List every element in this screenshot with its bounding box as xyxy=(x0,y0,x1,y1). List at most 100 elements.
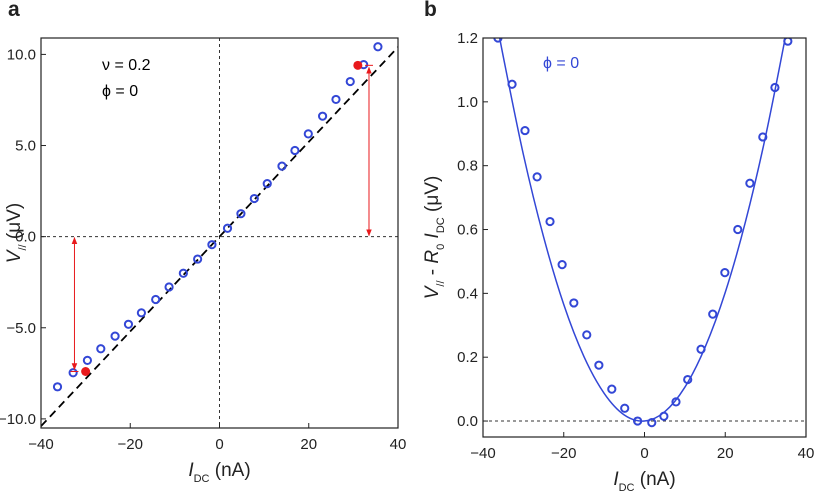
data-point xyxy=(507,79,517,89)
data-point xyxy=(607,384,617,394)
y-tick-label: 0.8 xyxy=(457,158,478,175)
data-point xyxy=(262,179,272,189)
data-point xyxy=(620,403,630,413)
axis-label: IDC (nA) xyxy=(613,469,675,494)
data-point xyxy=(249,193,259,204)
subscript: // xyxy=(435,280,447,287)
subscript: 0 xyxy=(435,244,447,250)
data-point xyxy=(520,125,530,136)
data-point xyxy=(557,260,567,270)
data-point xyxy=(123,319,134,329)
data-point xyxy=(733,224,743,235)
axis-label: V// (μV) xyxy=(4,203,29,263)
y-tick-label: 10.0 xyxy=(7,46,36,63)
x-tick-label: −40 xyxy=(470,445,495,462)
data-point xyxy=(331,94,341,105)
y-tick-label: 0.4 xyxy=(457,285,478,302)
data-point xyxy=(136,308,147,318)
x-tick-label: 0 xyxy=(215,436,223,453)
plot-area xyxy=(483,38,806,428)
data-point xyxy=(532,172,542,182)
subscript: DC xyxy=(619,482,635,494)
data-point xyxy=(110,331,120,341)
data-point xyxy=(96,344,106,354)
y-tick-label: 0.6 xyxy=(457,222,478,239)
data-point xyxy=(193,254,203,264)
data-point xyxy=(633,416,643,426)
annotation: ν = 0.2 xyxy=(102,57,151,74)
label-part: I xyxy=(188,460,194,481)
data-point xyxy=(290,145,300,156)
label-part: (μV) xyxy=(422,176,443,218)
data-point xyxy=(720,268,730,278)
label-part: - xyxy=(422,264,443,281)
axis-label: V// - R0 IDC (μV) xyxy=(422,176,447,300)
data-point xyxy=(758,132,768,142)
data-point xyxy=(52,382,63,392)
axis-label: IDC (nA) xyxy=(188,460,250,485)
panel-label: a xyxy=(8,0,20,21)
data-point xyxy=(545,216,555,227)
data-point xyxy=(345,76,355,87)
y-tick-label: 1.2 xyxy=(457,30,478,47)
data-point xyxy=(151,294,161,305)
label-part: R xyxy=(422,250,443,264)
reference-line xyxy=(41,46,398,427)
panel-label: b xyxy=(424,0,437,21)
data-point xyxy=(68,368,78,378)
data-point xyxy=(671,397,681,407)
plot-area xyxy=(41,38,398,428)
data-point xyxy=(569,298,579,308)
y-tick-label: 5.0 xyxy=(15,138,36,155)
data-point xyxy=(277,161,287,171)
plot-frame xyxy=(482,37,807,438)
subscript: DC xyxy=(194,473,210,485)
data-point xyxy=(207,240,217,250)
x-tick-label: 40 xyxy=(798,445,815,462)
data-point xyxy=(594,360,604,370)
data-point xyxy=(236,209,246,219)
x-tick-label: 0 xyxy=(640,445,648,462)
subscript: DC xyxy=(435,217,447,233)
data-point xyxy=(783,38,793,46)
x-tick-label: 20 xyxy=(717,445,734,462)
x-tick-label: 20 xyxy=(300,436,317,453)
label-part: V xyxy=(4,248,25,263)
label-part: (nA) xyxy=(209,460,250,481)
data-point xyxy=(683,374,693,385)
label-part: I xyxy=(422,232,443,238)
label-part: (nA) xyxy=(634,469,675,490)
data-point xyxy=(164,282,174,292)
data-point xyxy=(82,355,93,365)
x-tick-label: −40 xyxy=(28,436,53,453)
annotation: ϕ = 0 xyxy=(102,83,138,100)
data-point xyxy=(303,129,313,139)
y-tick-label: −5.0 xyxy=(6,320,36,337)
label-part: V xyxy=(422,284,443,299)
y-tick-label: 1.0 xyxy=(457,94,478,111)
y-tick-label: 0.0 xyxy=(457,413,478,430)
data-point xyxy=(647,418,657,428)
data-point xyxy=(317,111,328,121)
data-point xyxy=(373,42,383,52)
label-part: (μV) xyxy=(4,203,25,245)
data-point xyxy=(222,223,233,233)
fit-curve xyxy=(498,38,786,422)
y-tick-label: −10.0 xyxy=(0,411,36,428)
data-point xyxy=(582,330,592,340)
x-tick-label: 40 xyxy=(390,436,407,453)
subscript: // xyxy=(17,243,29,250)
annotation: ϕ = 0 xyxy=(543,55,579,72)
label-part: I xyxy=(613,469,619,490)
x-tick-label: −20 xyxy=(118,436,143,453)
data-point xyxy=(708,309,718,319)
highlight-point xyxy=(81,367,91,377)
data-point xyxy=(745,178,755,188)
data-point xyxy=(696,344,706,354)
x-tick-label: −20 xyxy=(551,445,576,462)
data-point xyxy=(770,82,780,93)
data-point xyxy=(659,411,669,421)
y-tick-label: 0.0 xyxy=(15,229,36,246)
data-point xyxy=(178,268,188,278)
